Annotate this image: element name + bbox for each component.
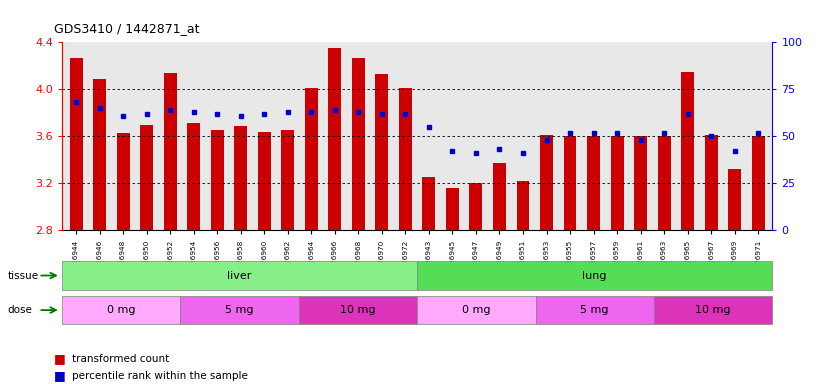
Bar: [352, 58, 365, 230]
Bar: [446, 188, 459, 230]
Bar: [705, 135, 718, 230]
Text: GDS3410 / 1442871_at: GDS3410 / 1442871_at: [54, 22, 199, 35]
Text: transformed count: transformed count: [72, 354, 169, 364]
Bar: [116, 133, 130, 230]
Bar: [282, 131, 294, 230]
Text: liver: liver: [227, 270, 252, 281]
Text: percentile rank within the sample: percentile rank within the sample: [72, 371, 248, 381]
Bar: [399, 88, 412, 230]
Text: 5 mg: 5 mg: [225, 305, 254, 315]
Text: 10 mg: 10 mg: [695, 305, 731, 315]
Bar: [422, 177, 435, 230]
Bar: [69, 58, 83, 230]
Text: 0 mg: 0 mg: [462, 305, 491, 315]
Bar: [188, 123, 200, 230]
Bar: [469, 183, 482, 230]
Bar: [258, 132, 271, 230]
Text: tissue: tissue: [7, 270, 39, 281]
Bar: [563, 136, 577, 230]
Bar: [610, 136, 624, 230]
Text: ■: ■: [54, 353, 65, 366]
Bar: [164, 73, 177, 230]
Bar: [752, 136, 765, 230]
Bar: [93, 79, 106, 230]
Text: lung: lung: [582, 270, 607, 281]
Text: 10 mg: 10 mg: [340, 305, 376, 315]
Bar: [587, 136, 600, 230]
Text: dose: dose: [7, 305, 32, 315]
Bar: [540, 135, 553, 230]
Bar: [657, 136, 671, 230]
Bar: [140, 124, 153, 230]
Bar: [235, 126, 247, 230]
Bar: [211, 131, 224, 230]
Text: ■: ■: [54, 369, 65, 382]
Bar: [493, 163, 506, 230]
Text: 0 mg: 0 mg: [107, 305, 135, 315]
Text: 5 mg: 5 mg: [581, 305, 609, 315]
Bar: [681, 72, 694, 230]
Bar: [634, 136, 647, 230]
Bar: [375, 74, 388, 230]
Bar: [329, 48, 341, 230]
Bar: [729, 169, 741, 230]
Bar: [305, 88, 318, 230]
Bar: [516, 181, 529, 230]
